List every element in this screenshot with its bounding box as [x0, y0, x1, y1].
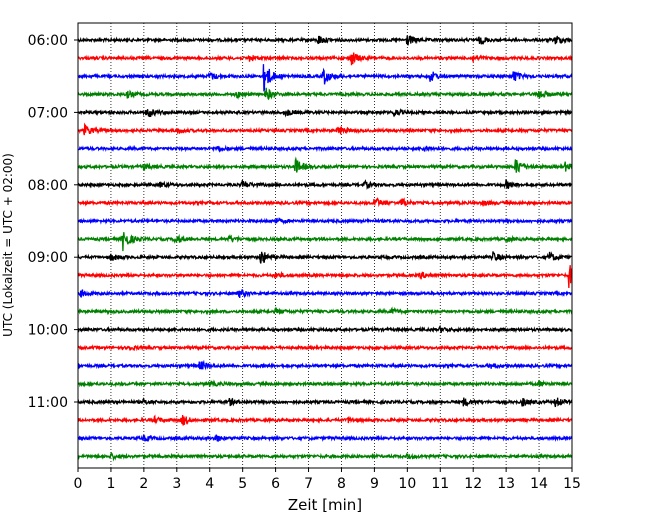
trace-line: [77, 52, 573, 66]
trace-line: [77, 156, 573, 173]
trace-line: [77, 433, 573, 443]
y-tick-label: 10:00: [28, 323, 68, 339]
plot-frame: [77, 22, 573, 469]
x-tick-label: 1: [106, 476, 115, 492]
x-tick-label: 4: [205, 476, 214, 492]
trace-line: [77, 232, 573, 252]
trace-line: [77, 179, 573, 190]
x-tick-label: 11: [431, 476, 449, 492]
trace-line: [77, 35, 573, 46]
trace-line: [77, 324, 573, 334]
trace-line: [77, 306, 573, 316]
trace-line: [77, 122, 573, 136]
y-tick-label: 09:00: [28, 250, 68, 266]
x-tick-label: 6: [271, 476, 280, 492]
trace-line: [77, 289, 573, 299]
y-tick-label: 08:00: [28, 178, 68, 194]
trace-line: [77, 397, 573, 408]
trace-line: [77, 343, 573, 352]
vertical-gridlines: [110, 23, 540, 468]
x-tick-label: 14: [530, 476, 548, 492]
trace-line: [77, 251, 573, 264]
x-tick-label: 10: [398, 476, 416, 492]
trace-line: [77, 217, 573, 225]
trace-line: [77, 108, 573, 118]
x-tick-label: 7: [304, 476, 313, 492]
trace-line: [77, 379, 573, 388]
x-axis-ticks: 0 1 2 3 4 5 6 7 8 9 10 11 12 13 14 15: [74, 468, 581, 492]
y-tick-label: 06:00: [28, 33, 68, 49]
y-tick-label: 11:00: [28, 395, 68, 411]
x-tick-label: 3: [172, 476, 181, 492]
y-axis-ticks: 06:00 07:00 08:00 09:00 10:00 11:00: [28, 33, 78, 411]
seismic-traces: [77, 35, 573, 462]
trace-line: [77, 197, 573, 208]
x-axis-label: Zeit [min]: [288, 496, 362, 514]
trace-line: [77, 64, 573, 92]
y-tick-label: 07:00: [28, 105, 68, 121]
x-tick-label: 9: [370, 476, 379, 492]
trace-line: [77, 87, 573, 101]
trace-line: [77, 359, 573, 371]
trace-line: [77, 144, 573, 153]
x-tick-label: 13: [497, 476, 515, 492]
x-tick-label: 2: [139, 476, 148, 492]
trace-line: [77, 265, 573, 288]
x-tick-label: 8: [337, 476, 346, 492]
x-tick-label: 0: [74, 476, 83, 492]
trace-line: [77, 414, 573, 426]
x-tick-label: 15: [563, 476, 581, 492]
y-axis-label: UTC (Lokalzeit = UTC + 02:00): [1, 153, 15, 337]
trace-line: [77, 451, 573, 462]
x-tick-label: 5: [238, 476, 247, 492]
x-tick-label: 12: [464, 476, 482, 492]
